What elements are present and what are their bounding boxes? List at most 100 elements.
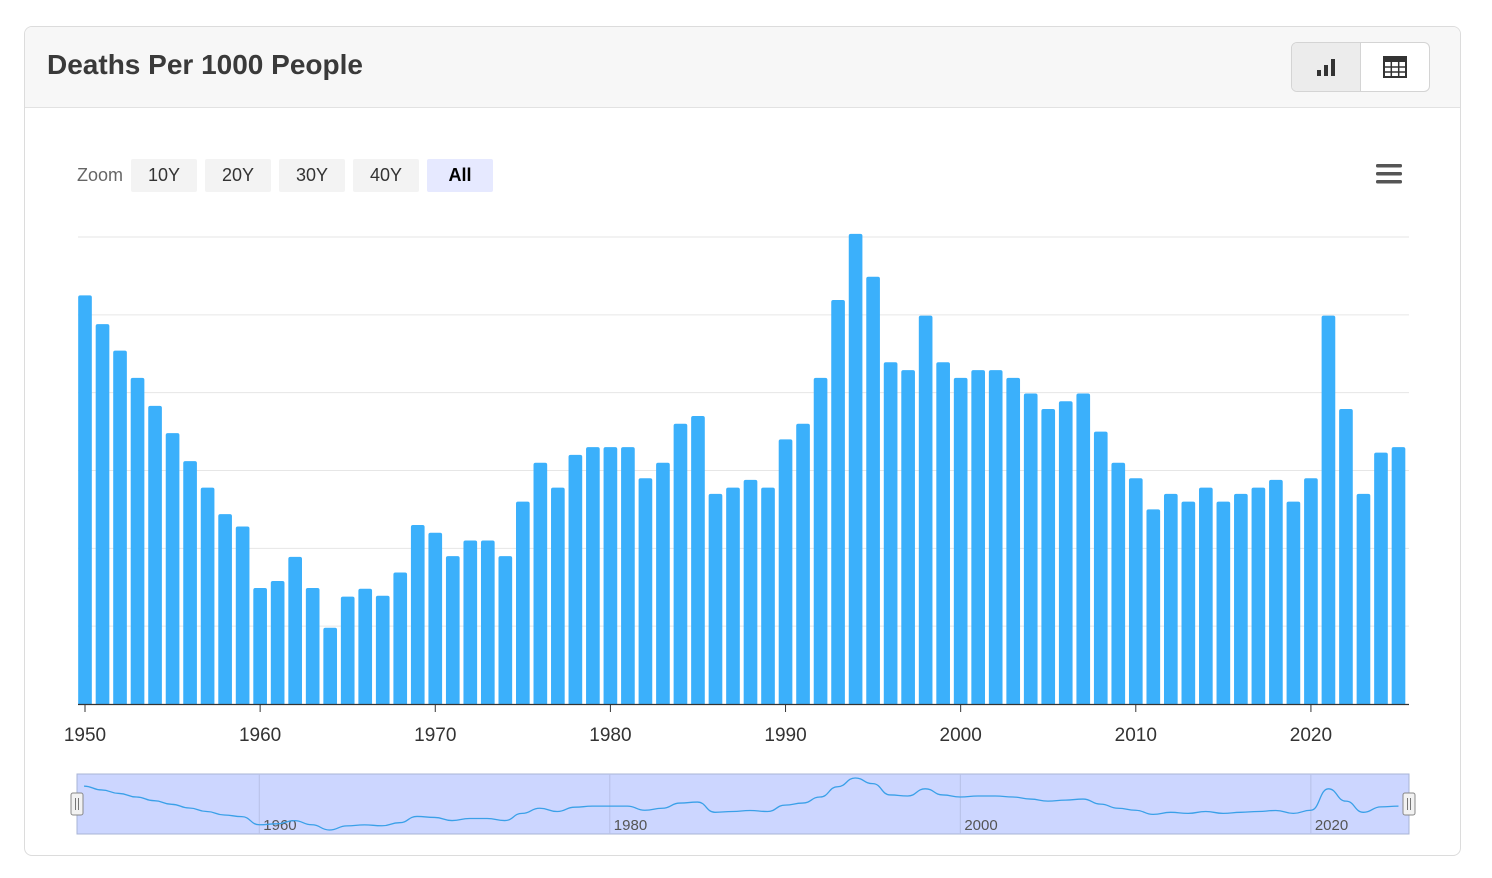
bar[interactable] [726,487,740,704]
bar[interactable] [130,377,145,704]
navigator-range[interactable] [76,773,1410,835]
bar[interactable] [691,416,705,704]
zoom-20y-button[interactable]: 20Y [205,159,272,192]
table-view-button[interactable] [1361,43,1429,91]
chart-menu-button[interactable] [1376,163,1402,190]
bar[interactable] [410,524,425,704]
zoom-all-button[interactable]: All [427,159,494,192]
bar[interactable] [971,370,986,704]
bar[interactable] [673,423,688,704]
bar[interactable] [113,350,127,704]
bar[interactable] [1374,452,1388,704]
bar[interactable] [708,493,723,704]
bar[interactable] [796,423,810,704]
bar[interactable] [1111,462,1126,704]
bar[interactable] [340,596,355,704]
bar[interactable] [463,540,478,704]
bar[interactable] [603,447,618,704]
bar[interactable] [183,461,197,704]
bar[interactable] [1181,501,1196,704]
bar[interactable] [1128,478,1143,704]
bar[interactable] [323,627,338,704]
navigator-tick-label: 1980 [614,817,647,834]
bar[interactable] [270,581,285,704]
bar[interactable] [866,276,880,704]
bar[interactable] [1304,478,1318,704]
zoom-10y-button[interactable]: 10Y [131,159,198,192]
bar[interactable] [148,405,162,704]
bar[interactable] [1163,493,1178,704]
bar[interactable] [586,447,600,704]
card-header: Deaths Per 1000 People [25,27,1460,108]
navigator[interactable]: 1960 1980 2000 2020 [70,773,1416,835]
bar[interactable] [358,588,373,704]
bar[interactable] [253,588,267,704]
bar[interactable] [1006,377,1021,704]
bar[interactable] [375,595,390,704]
bar[interactable] [918,315,933,704]
bar[interactable] [1216,501,1231,704]
bar[interactable] [1339,409,1353,704]
zoom-30y-button[interactable]: 30Y [279,159,346,192]
bar[interactable] [988,370,1003,704]
navigator-series-line [83,777,1399,831]
bar[interactable] [218,514,232,704]
handle-box[interactable] [70,792,84,816]
bar[interactable] [165,433,180,704]
bar[interactable] [200,487,215,704]
bar[interactable] [428,532,443,704]
bar[interactable] [936,362,950,704]
bar[interactable] [831,300,845,704]
bar[interactable] [551,487,565,704]
navigator-left-handle[interactable] [70,792,84,816]
bar[interactable] [848,233,863,705]
bar[interactable] [1391,447,1406,704]
bar[interactable] [1269,479,1283,704]
bar[interactable] [813,377,828,704]
bar[interactable] [638,478,653,704]
bar[interactable] [1321,315,1336,704]
bar[interactable] [778,439,793,704]
bar-series [78,233,1406,705]
bar[interactable] [288,556,302,704]
bar[interactable] [1023,393,1038,704]
handle-box[interactable] [1402,792,1416,816]
bar[interactable] [1093,431,1108,704]
bar[interactable] [883,362,898,704]
bar[interactable] [393,572,408,704]
navigator-right-handle[interactable] [1402,792,1416,816]
bar[interactable] [235,526,250,704]
bar[interactable] [1199,487,1213,704]
bar[interactable] [305,588,320,704]
bar[interactable] [1041,409,1056,704]
hamburger-menu-icon [1376,164,1402,184]
bar[interactable] [516,501,530,704]
x-tick-label: 1970 [414,725,456,746]
bar[interactable] [445,556,460,704]
bar[interactable] [498,556,513,704]
x-tick-label: 1980 [589,725,631,746]
bar[interactable] [533,462,548,704]
bar[interactable] [743,479,758,704]
bar[interactable] [901,370,915,704]
x-tick-label: 2010 [1115,725,1157,746]
bar[interactable] [656,462,670,704]
chart-card: Deaths Per 1000 People [24,26,1461,856]
bar[interactable] [1146,509,1161,704]
bar[interactable] [1251,487,1266,704]
bar[interactable] [480,540,495,704]
view-toggle [1291,42,1430,92]
zoom-40y-button[interactable]: 40Y [353,159,420,192]
bar[interactable] [1076,393,1091,704]
chart-view-button[interactable] [1292,43,1361,91]
bar[interactable] [1286,501,1301,704]
bar[interactable] [1058,401,1073,704]
bar[interactable] [1356,493,1371,704]
bar[interactable] [78,295,92,704]
bar[interactable] [953,377,968,704]
bar[interactable] [95,324,110,704]
bar[interactable] [621,447,635,704]
bar[interactable] [568,454,583,704]
bar[interactable] [761,487,775,704]
bar[interactable] [1234,493,1248,704]
